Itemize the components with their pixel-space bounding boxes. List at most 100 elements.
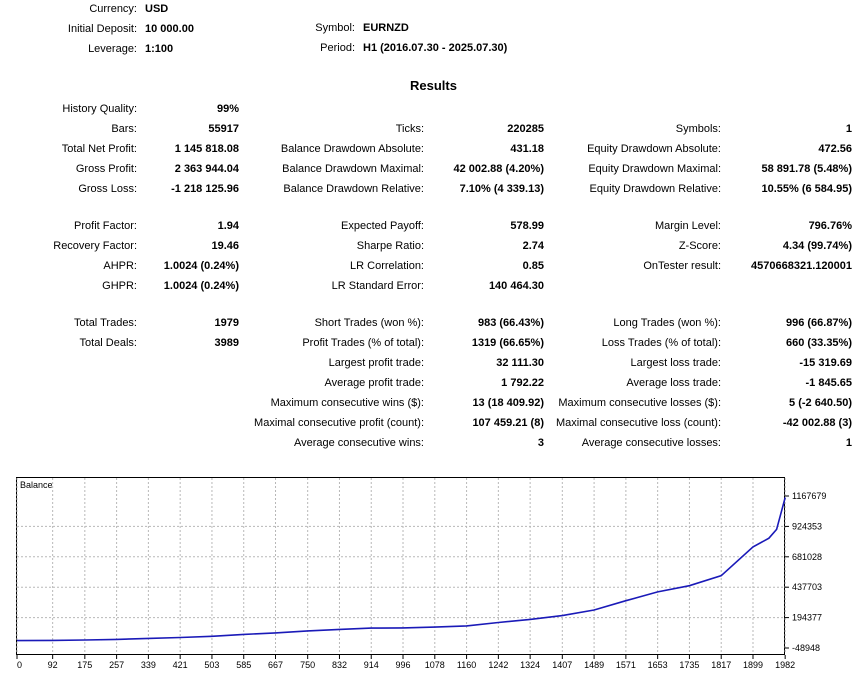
chart-x-axis: 0 92 175 257 339 421 503 585 667 750 832 914 996 1078… xyxy=(16,655,795,670)
col3-value: 5 (-2 640.50) xyxy=(789,397,852,409)
col2-label: Average profit trade: xyxy=(324,377,424,389)
col2-label: Profit Trades (% of total): xyxy=(302,337,424,349)
col1-value: -1 218 125.96 xyxy=(171,183,239,195)
initial-deposit-label: Initial Deposit: xyxy=(67,23,137,35)
col3-label: Maximal consecutive loss (count): xyxy=(555,417,721,429)
col1-value: 1.0024 (0.24%) xyxy=(163,280,239,292)
col3-label: Equity Drawdown Maximal: xyxy=(588,163,721,175)
x-tick-label: 0 xyxy=(17,660,22,670)
col3-label: Long Trades (won %): xyxy=(613,317,721,329)
balance-series-line xyxy=(16,497,786,642)
col2-label: Maximum consecutive wins ($): xyxy=(270,397,424,409)
x-tick-label: 914 xyxy=(364,660,379,670)
col1-label: GHPR: xyxy=(102,280,137,292)
col2-label: Short Trades (won %): xyxy=(314,317,424,329)
x-tick-label: 1571 xyxy=(616,660,636,670)
currency-label: Currency: xyxy=(89,3,137,15)
col3-label: Margin Level: xyxy=(654,220,721,232)
col2-value: 983 (66.43%) xyxy=(477,317,544,329)
col3-label: Equity Drawdown Relative: xyxy=(589,183,721,195)
col1-value: 1.0024 (0.24%) xyxy=(163,260,239,272)
col3-value: 4.34 (99.74%) xyxy=(782,240,852,252)
symbol-label: Symbol: xyxy=(315,22,355,34)
col3-label: Loss Trades (% of total): xyxy=(601,337,721,349)
y-tick-label: 194377 xyxy=(792,613,822,623)
col3-value: 58 891.78 (5.48%) xyxy=(761,163,852,175)
x-tick-label: 1735 xyxy=(679,660,699,670)
col2-value: 431.18 xyxy=(510,143,544,155)
col1-label: AHPR: xyxy=(103,260,137,272)
col2-label: Ticks: xyxy=(395,123,424,135)
col3-label: Z-Score: xyxy=(678,240,721,252)
x-tick-label: 1899 xyxy=(743,660,763,670)
col3-label: Average consecutive losses: xyxy=(581,437,721,449)
period-label: Period: xyxy=(320,42,355,54)
col1-label: Recovery Factor: xyxy=(53,240,137,252)
initial-deposit-value: 10 000.00 xyxy=(145,23,194,35)
y-tick-label: 1167679 xyxy=(792,491,826,501)
col2-value: 1319 (66.65%) xyxy=(471,337,544,349)
chart-title: Balance xyxy=(20,480,53,490)
x-tick-label: 1982 xyxy=(775,660,795,670)
col3-value: 472.56 xyxy=(818,143,852,155)
x-tick-label: 503 xyxy=(204,660,219,670)
col3-label: Average loss trade: xyxy=(626,377,721,389)
col1-value: 55917 xyxy=(208,123,239,135)
col1-value: 1 145 818.08 xyxy=(174,143,239,155)
col2-value: 578.99 xyxy=(510,220,544,232)
chart-gridlines xyxy=(16,478,786,654)
col2-label: Sharpe Ratio: xyxy=(356,240,424,252)
col2-label: Maximal consecutive profit (count): xyxy=(254,417,424,429)
y-tick-label: 681028 xyxy=(792,552,822,562)
leverage-label: Leverage: xyxy=(88,43,137,55)
col1-label: Profit Factor: xyxy=(74,220,137,232)
y-tick-label: 437703 xyxy=(792,582,822,592)
col2-value: 7.10% (4 339.13) xyxy=(459,183,544,195)
col1-label: Total Trades: xyxy=(74,317,137,329)
x-tick-label: 339 xyxy=(141,660,156,670)
col1-value: 1.94 xyxy=(217,220,239,232)
col2-label: LR Correlation: xyxy=(350,260,424,272)
x-tick-label: 1242 xyxy=(488,660,508,670)
col2-value: 42 002.88 (4.20%) xyxy=(453,163,544,175)
col2-label: Balance Drawdown Relative: xyxy=(283,183,424,195)
col3-value: 1 xyxy=(845,123,852,135)
currency-value: USD xyxy=(145,3,169,15)
results-title: Results xyxy=(410,78,457,93)
x-tick-label: 1078 xyxy=(425,660,445,670)
col3-label: Symbols: xyxy=(675,123,721,135)
col3-label: Equity Drawdown Absolute: xyxy=(587,143,721,155)
col2-label: Balance Drawdown Absolute: xyxy=(280,143,424,155)
col2-value: 3 xyxy=(537,437,544,449)
x-tick-label: 1324 xyxy=(520,660,540,670)
x-tick-label: 750 xyxy=(300,660,315,670)
x-tick-label: 1407 xyxy=(552,660,572,670)
x-tick-label: 421 xyxy=(173,660,188,670)
col2-label: Expected Payoff: xyxy=(341,220,424,232)
leverage-value: 1:100 xyxy=(145,43,174,55)
col3-value: 4570668321.120001 xyxy=(751,260,852,272)
col2-value: 0.85 xyxy=(522,260,544,272)
col3-label: Largest loss trade: xyxy=(630,357,722,369)
col2-value: 1 792.22 xyxy=(501,377,544,389)
x-tick-label: 175 xyxy=(77,660,92,670)
col1-label: Gross Loss: xyxy=(78,183,137,195)
col1-value: 3989 xyxy=(214,337,239,349)
y-tick-label: 924353 xyxy=(792,521,822,531)
col3-value: -1 845.65 xyxy=(805,377,852,389)
x-tick-label: 1160 xyxy=(457,660,476,670)
col3-value: 996 (66.87%) xyxy=(785,317,852,329)
col2-label: Average consecutive wins: xyxy=(293,437,424,449)
chart-y-axis: 1167679 924353 681028 437703 194377 -48948 xyxy=(785,491,826,653)
col2-value: 107 459.21 (8) xyxy=(472,417,544,429)
x-tick-label: 1817 xyxy=(711,660,731,670)
col2-value: 140 464.30 xyxy=(488,280,544,292)
symbol-value: EURNZD xyxy=(363,22,409,34)
period-value: H1 (2016.07.30 - 2025.07.30) xyxy=(363,42,508,54)
x-tick-label: 832 xyxy=(332,660,347,670)
x-tick-label: 996 xyxy=(396,660,411,670)
col1-value: 99% xyxy=(216,103,239,115)
y-tick-label: -48948 xyxy=(792,643,820,653)
x-tick-label: 667 xyxy=(268,660,283,670)
col2-label: LR Standard Error: xyxy=(331,280,424,292)
